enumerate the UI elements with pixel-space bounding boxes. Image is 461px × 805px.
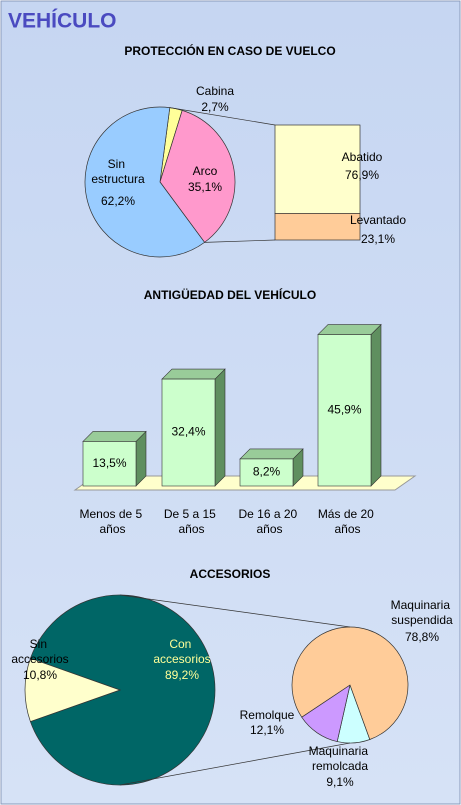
pie-slice [24,657,122,722]
breakdown-label: Maquinaria suspendida [391,598,454,627]
bar [82,441,137,487]
slice-value: 89,2% [165,668,199,682]
breakdown-value: 23,1% [361,232,395,246]
breakdown-bar [274,124,361,214]
page-title: VEHÍCULO [8,10,117,33]
bar-value: 8,2% [253,465,281,479]
connector [169,107,276,126]
bar-top [161,368,226,380]
slice-label: Sin accesorios [11,637,68,666]
x-tick-label: De 16 a 20 años [238,507,300,536]
breakdown-label: Maquinaria remolcada [309,744,372,773]
pie-slice [84,106,206,258]
connector [119,742,351,786]
chart-title: ACCESORIOS [190,567,271,581]
breakdown-value: 76,9% [345,168,379,182]
slice-label: Con accesorios [153,637,210,666]
slice-value: 2,7% [201,100,229,114]
breakdown-value: 12,1% [250,723,284,737]
chart-title: ANTIGÜEDAD DEL VEHÍCULO [144,287,316,302]
pie-slice [29,594,216,786]
breakdown-value: 78,8% [405,630,439,644]
breakdown-label: Remolque [240,708,295,722]
breakdown-label: Levantado [350,213,406,227]
slice-value: 10,8% [23,668,57,682]
bar-value: 13,5% [92,456,126,470]
pie-slice [291,626,409,740]
pie-slice [159,109,236,243]
slice-label: Sin estructura [91,157,145,186]
breakdown-value: 9,1% [326,775,354,789]
bar-top [239,448,304,460]
bar-side [370,323,382,487]
breakdown-bar [274,213,361,241]
bar-top [317,324,382,335]
x-tick-label: De 5 a 15 años [164,507,219,536]
slice-label: Cabina [196,84,234,98]
chart-title: PROTECCIÓN EN CASO DE VUELCO [124,43,335,58]
breakdown-label: Abatido [342,150,383,164]
connector [119,594,351,628]
slice-value: 35,1% [188,180,222,194]
slice-label: Arco [193,164,218,178]
x-tick-label: Menos de 5 años [79,507,145,536]
slice-value: 62,2% [101,194,135,208]
bar-value: 32,4% [171,425,205,439]
bar [161,378,216,487]
bar [317,334,372,487]
x-tick-label: Más de 20 años [318,507,377,536]
bar-side [214,368,226,487]
connector [204,239,276,243]
bar-top [82,431,147,442]
bar [239,458,294,487]
bar-value: 45,9% [327,402,361,416]
